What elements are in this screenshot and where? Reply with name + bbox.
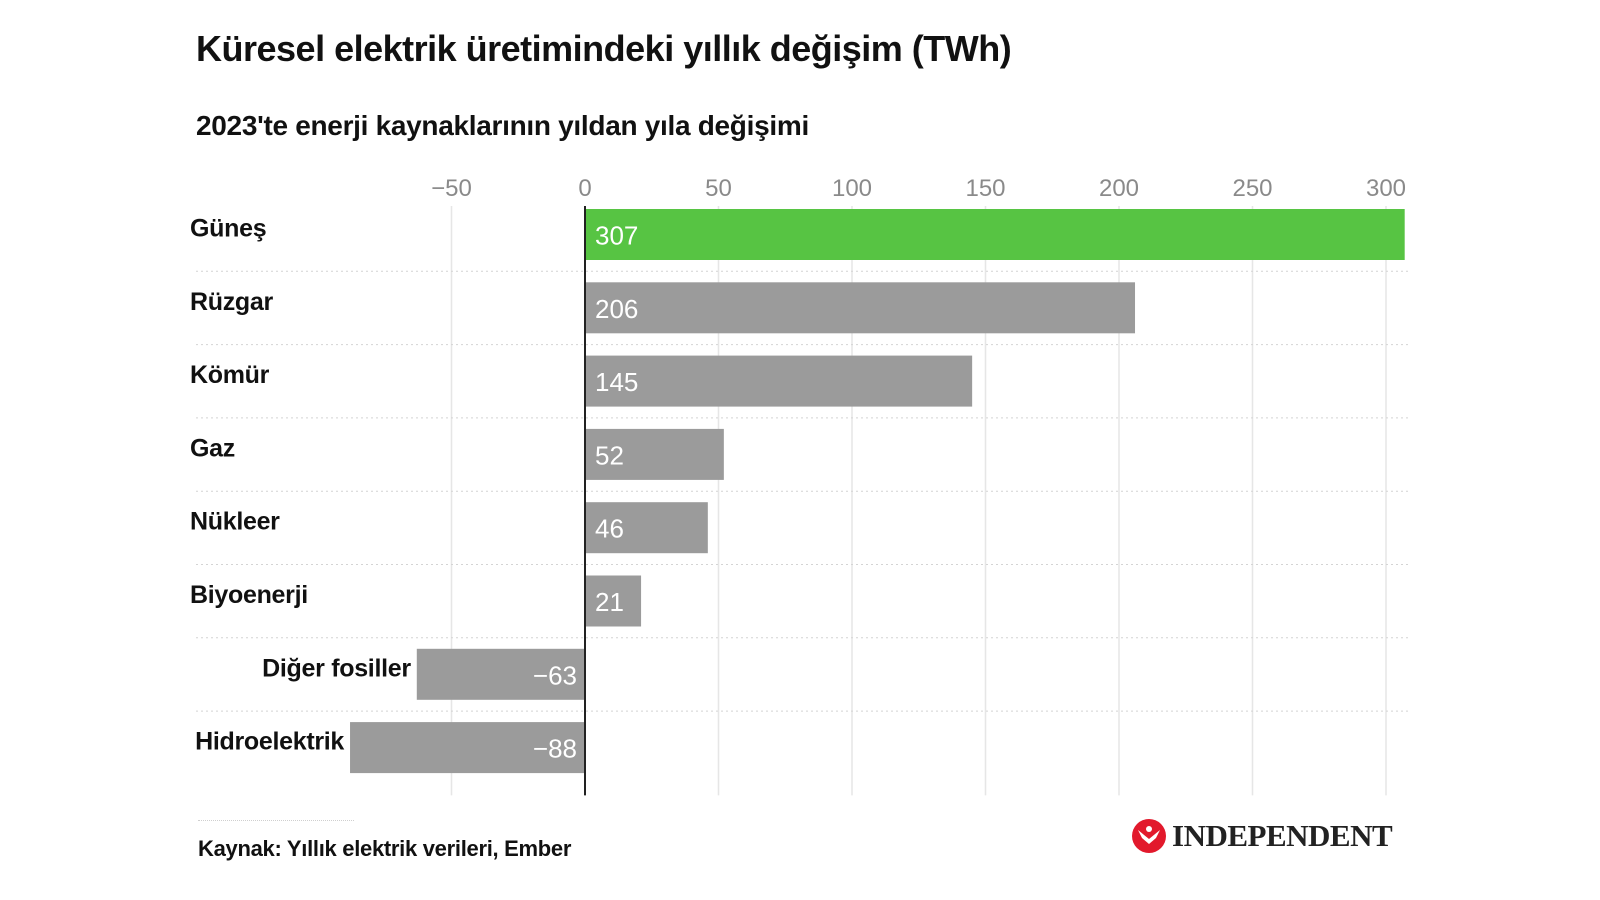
x-tick-label: −50 xyxy=(431,175,472,202)
x-tick-label: 250 xyxy=(1232,175,1272,202)
x-tick-label: 300 xyxy=(1366,175,1406,202)
bar xyxy=(416,648,585,700)
eagle-icon xyxy=(1132,819,1166,853)
category-label: Kömür xyxy=(190,361,270,389)
bar xyxy=(585,209,1405,260)
category-label: Biyoenerji xyxy=(190,581,308,609)
chart-title: Küresel elektrik üretimindeki yıllık değ… xyxy=(196,28,1012,69)
bar-chart: −50 0 50 100 150 200 250 300 307 Güneş 206 Rüzgar 14… xyxy=(190,175,1410,796)
category-label: Nükleer xyxy=(190,508,280,536)
x-tick-label: 50 xyxy=(705,175,732,202)
category-label: Diğer fosiller xyxy=(262,654,411,682)
bar xyxy=(585,502,708,554)
source-divider xyxy=(198,820,354,821)
x-tick-label: 150 xyxy=(965,175,1005,202)
bar-value-label: 46 xyxy=(595,514,624,544)
bar xyxy=(585,282,1136,334)
source-note: Kaynak: Yıllık elektrik verileri, Ember xyxy=(198,836,572,861)
x-tick-label: 0 xyxy=(578,175,591,202)
x-tick-label: 200 xyxy=(1099,175,1139,202)
category-label: Güneş xyxy=(190,215,266,243)
bar-value-label: 307 xyxy=(595,221,638,251)
bar xyxy=(350,722,585,774)
x-tick-label: 100 xyxy=(832,175,872,202)
bar xyxy=(585,428,724,480)
category-label: Rüzgar xyxy=(190,288,274,316)
bar-value-label: 21 xyxy=(595,587,624,617)
bar-value-label: −88 xyxy=(533,734,577,764)
category-label: Hidroelektrik xyxy=(195,728,344,756)
bar-value-label: −63 xyxy=(533,660,577,690)
bar-value-label: 52 xyxy=(595,440,624,470)
bar xyxy=(585,575,642,627)
chart-subtitle: 2023'te enerji kaynaklarının yıldan yıla… xyxy=(196,110,809,141)
independent-logo: INDEPENDENT xyxy=(1132,818,1393,854)
bar-value-label: 145 xyxy=(595,367,638,397)
category-label: Gaz xyxy=(190,434,235,462)
bar xyxy=(585,355,973,407)
bar-value-label: 206 xyxy=(595,294,638,324)
logo-text: INDEPENDENT xyxy=(1172,818,1393,853)
